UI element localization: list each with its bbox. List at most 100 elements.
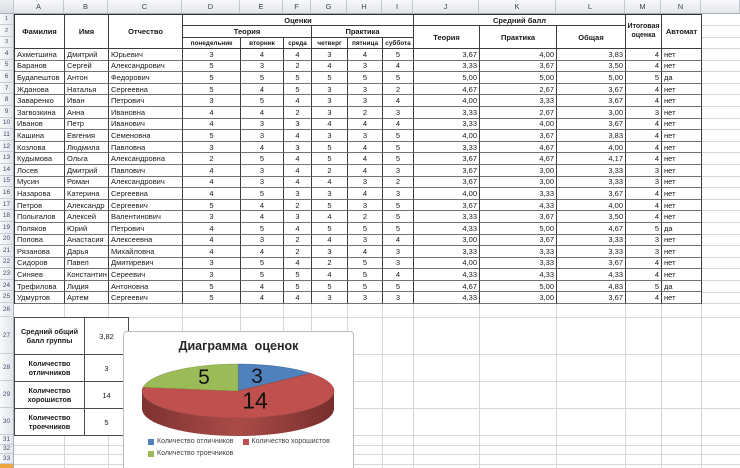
cell-grade[interactable]: 4 (348, 164, 383, 177)
cell-patronymic[interactable]: Александрович (109, 60, 183, 73)
cell-name[interactable]: Ольга (65, 153, 109, 165)
cell-surname[interactable]: Назарова (15, 188, 65, 200)
header-patronymic[interactable]: Отчество (109, 15, 183, 49)
row-number[interactable]: 11 (0, 129, 13, 141)
cell-avg-practice[interactable]: 4,00 (480, 118, 557, 131)
cell-grade[interactable]: 3 (183, 49, 241, 61)
cell-auto-pass[interactable]: да (662, 280, 702, 293)
cell-grade[interactable]: 2 (348, 211, 383, 223)
cell-final-grade[interactable]: 3 (626, 164, 662, 177)
cell-surname[interactable]: Лосев (15, 164, 65, 177)
header-final-grade[interactable]: Итоговая оценка (626, 15, 662, 49)
cell-grade[interactable]: 2 (284, 60, 312, 73)
cell-grade[interactable]: 5 (312, 153, 348, 165)
cell-surname[interactable]: Сидоров (15, 257, 65, 270)
cell-grade[interactable]: 3 (312, 49, 348, 61)
cell-grade[interactable]: 4 (241, 83, 284, 96)
cell-grade[interactable]: 3 (383, 257, 414, 270)
cell-final-grade[interactable]: 4 (626, 199, 662, 212)
cell-grade[interactable]: 5 (383, 49, 414, 61)
legend-item[interactable]: Количество троечников (148, 450, 233, 457)
cell-avg-practice[interactable]: 3,33 (480, 188, 557, 200)
header-avg-total[interactable]: Общая (557, 26, 626, 49)
cell-final-grade[interactable]: 4 (626, 211, 662, 223)
cell-avg-theory[interactable]: 3,67 (414, 199, 480, 212)
cell-patronymic[interactable]: Юрьевич (109, 49, 183, 61)
cell-avg-theory[interactable]: 4,00 (414, 130, 480, 142)
cell-grade[interactable]: 3 (241, 60, 284, 73)
row-number[interactable]: 26 (0, 303, 13, 317)
cell-grade[interactable]: 3 (183, 211, 241, 223)
cell-avg-theory[interactable]: 4,33 (414, 222, 480, 235)
header-day[interactable]: вторник (241, 38, 284, 49)
column-letter[interactable]: C (108, 0, 182, 13)
cell-grade[interactable]: 3 (312, 106, 348, 119)
cell-avg-theory[interactable]: 3,33 (414, 106, 480, 119)
cell-grade[interactable]: 5 (312, 280, 348, 293)
cell-final-grade[interactable]: 5 (626, 280, 662, 293)
cell-avg-total[interactable]: 4,17 (557, 153, 626, 165)
cell-grade[interactable]: 5 (183, 199, 241, 212)
cell-surname[interactable]: Трефилова (15, 280, 65, 293)
cell-grade[interactable]: 3 (348, 95, 383, 107)
cell-avg-practice[interactable]: 3,00 (480, 164, 557, 177)
cell-auto-pass[interactable]: нет (662, 49, 702, 61)
cell-auto-pass[interactable]: нет (662, 269, 702, 281)
cell-auto-pass[interactable]: нет (662, 106, 702, 119)
cell-final-grade[interactable]: 3 (626, 246, 662, 258)
cell-grade[interactable]: 4 (383, 118, 414, 131)
cell-surname[interactable]: Попова (15, 234, 65, 247)
cell-avg-total[interactable]: 4,33 (557, 269, 626, 281)
summary-label-avg[interactable]: Средний общий балл группы (15, 318, 85, 355)
cell-grade[interactable]: 2 (312, 164, 348, 177)
cell-avg-total[interactable]: 3,00 (557, 106, 626, 119)
cell-grade[interactable]: 4 (241, 49, 284, 61)
column-letter[interactable]: I (382, 0, 413, 13)
cell-grade[interactable]: 2 (383, 176, 414, 189)
row-number[interactable]: 32 (0, 445, 13, 454)
row-number[interactable]: 4 (0, 48, 13, 60)
cell-grade[interactable]: 5 (383, 222, 414, 235)
cell-avg-total[interactable]: 3,67 (557, 188, 626, 200)
cell-grade[interactable]: 4 (241, 199, 284, 212)
cell-avg-theory[interactable]: 3,67 (414, 49, 480, 61)
cell-grade[interactable]: 3 (383, 188, 414, 200)
cell-auto-pass[interactable]: нет (662, 188, 702, 200)
cell-grade[interactable]: 5 (312, 222, 348, 235)
cell-grade[interactable]: 3 (183, 141, 241, 154)
cell-final-grade[interactable]: 4 (626, 292, 662, 305)
cell-grade[interactable]: 5 (383, 211, 414, 223)
row-number[interactable]: 19 (0, 222, 13, 234)
cell-avg-practice[interactable]: 4,67 (480, 153, 557, 165)
cell-avg-total[interactable]: 3,67 (557, 257, 626, 270)
cell-grade[interactable]: 4 (241, 211, 284, 223)
cell-surname[interactable]: Кудымова (15, 153, 65, 165)
header-day[interactable]: среда (284, 38, 312, 49)
cell-avg-total[interactable]: 5,00 (557, 72, 626, 84)
cell-grade[interactable]: 3 (348, 60, 383, 73)
cell-patronymic[interactable]: Сергеевич (109, 199, 183, 212)
cell-avg-total[interactable]: 3,50 (557, 211, 626, 223)
cell-grade[interactable]: 4 (348, 153, 383, 165)
cell-avg-practice[interactable]: 4,33 (480, 199, 557, 212)
row-number[interactable]: 21 (0, 245, 13, 257)
cell-grade[interactable]: 4 (284, 257, 312, 270)
cell-surname[interactable]: Баранов (15, 60, 65, 73)
cell-grade[interactable]: 3 (348, 130, 383, 142)
cell-final-grade[interactable]: 4 (626, 83, 662, 96)
cell-surname[interactable]: Мусин (15, 176, 65, 189)
cell-avg-practice[interactable]: 3,00 (480, 176, 557, 189)
cell-auto-pass[interactable]: нет (662, 199, 702, 212)
row-number[interactable]: 16 (0, 187, 13, 199)
cell-auto-pass[interactable]: нет (662, 257, 702, 270)
cell-grade[interactable]: 3 (284, 141, 312, 154)
cell-name[interactable]: Петр (65, 118, 109, 131)
cell-patronymic[interactable]: Павлович (109, 164, 183, 177)
cell-grade[interactable]: 5 (348, 72, 383, 84)
cell-avg-total[interactable]: 3,33 (557, 164, 626, 177)
cell-patronymic[interactable]: Сереевич (109, 269, 183, 281)
column-letter[interactable]: L (556, 0, 625, 13)
cell-patronymic[interactable]: Семеновна (109, 130, 183, 142)
row-number[interactable]: 28 (0, 354, 13, 381)
cell-surname[interactable]: Заваренко (15, 95, 65, 107)
